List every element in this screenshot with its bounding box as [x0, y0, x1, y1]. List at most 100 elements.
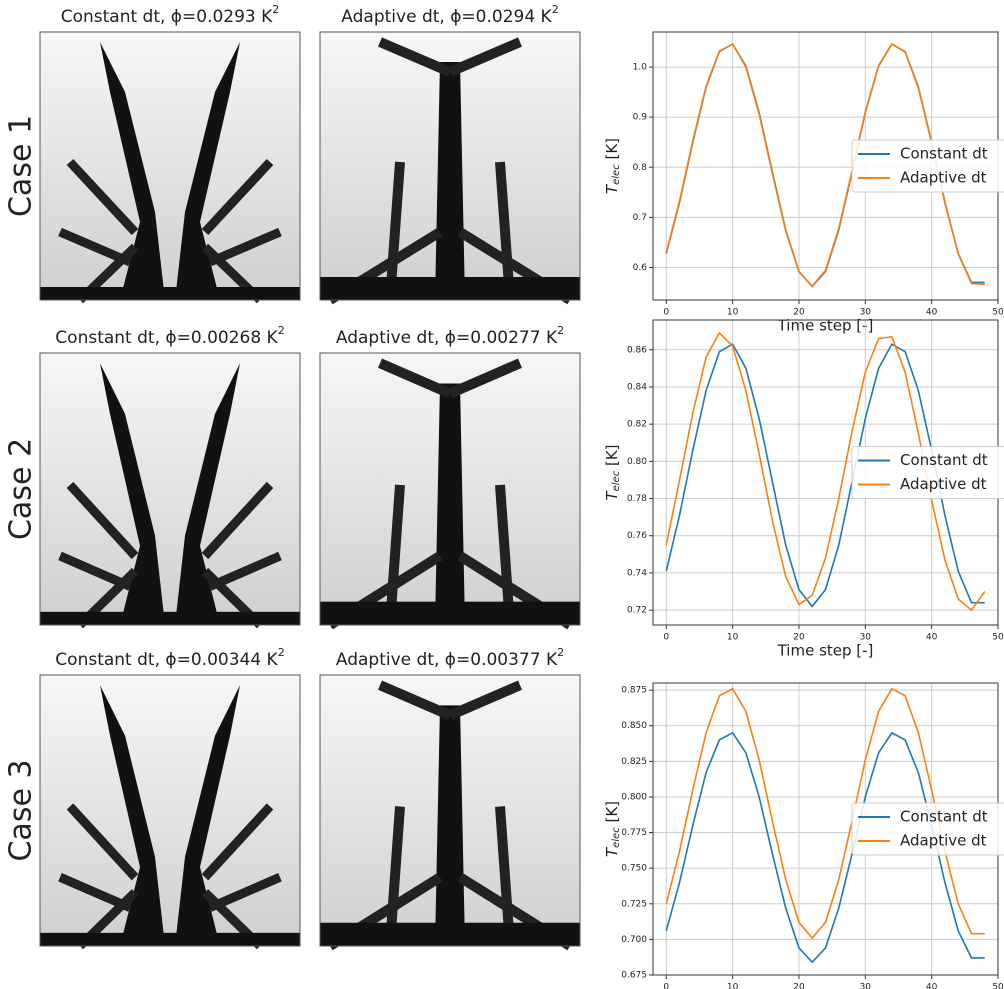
y-tick-label: 0.7 — [633, 213, 647, 223]
y-tick-label: 0.76 — [627, 531, 647, 541]
series-line — [665, 331, 986, 612]
y-tick-label: 0.6 — [633, 263, 648, 273]
x-tick-label: 30 — [860, 983, 872, 989]
y-tick-label: 0.825 — [621, 757, 647, 767]
panel-title-sup: 2 — [552, 3, 559, 16]
y-label-sub: elec — [611, 470, 622, 491]
image-frame — [319, 674, 581, 947]
legend-label: Adaptive dt — [900, 475, 987, 493]
x-tick-label: 10 — [727, 633, 739, 643]
y-label-unit: [K] — [603, 801, 621, 827]
image-frame — [39, 352, 301, 626]
x-tick-label: 50 — [992, 633, 1004, 643]
y-tick-label: 0.80 — [627, 457, 647, 467]
panel-title-text: Adaptive dt, ϕ=0.0294 K — [341, 7, 552, 27]
legend-label: Constant dt — [900, 145, 988, 163]
y-label-sub: elec — [611, 164, 622, 185]
panel-title-sup: 2 — [278, 646, 285, 659]
y-tick-label: 0.750 — [621, 864, 647, 874]
y-label-symbol: T — [603, 490, 621, 501]
panel-title-sup: 2 — [557, 646, 564, 659]
panel-title-text: Adaptive dt, ϕ=0.00377 K — [336, 650, 558, 670]
y-tick-label: 0.72 — [627, 606, 647, 616]
x-tick-label: 30 — [860, 633, 872, 643]
legend-label: Constant dt — [900, 451, 988, 469]
y-label-unit: [K] — [603, 138, 621, 164]
panel-title-sup: 2 — [278, 324, 285, 337]
panel-title-sup: 2 — [272, 3, 279, 16]
y-tick-label: 0.86 — [627, 345, 647, 355]
panel-title-text: Constant dt, ϕ=0.00268 K — [55, 328, 278, 348]
y-tick-label: 0.775 — [621, 828, 647, 838]
x-tick-label: 20 — [793, 308, 805, 318]
x-tick-label: 10 — [727, 308, 739, 318]
y-tick-label: 1.0 — [633, 63, 648, 73]
legend-box — [851, 139, 1004, 193]
x-tick-label: 50 — [992, 308, 1004, 318]
y-axis-label: Telec [K] — [603, 444, 623, 500]
panel-title-sup: 2 — [557, 324, 564, 337]
legend-label: Adaptive dt — [900, 832, 987, 850]
image-frame — [39, 31, 301, 301]
y-tick-label: 0.725 — [621, 899, 647, 909]
y-tick-label: 0.82 — [627, 420, 647, 430]
series-line — [665, 687, 985, 940]
legend-label: Adaptive dt — [900, 169, 987, 187]
y-tick-label: 0.850 — [621, 721, 647, 731]
topology-image — [40, 32, 300, 300]
y-tick-label: 0.9 — [633, 113, 648, 123]
y-label-symbol: T — [603, 846, 621, 857]
y-tick-label: 0.78 — [627, 494, 647, 504]
y-tick-label: 0.700 — [621, 935, 647, 945]
legend-label: Constant dt — [900, 808, 988, 826]
y-tick-label: 0.875 — [621, 686, 647, 696]
image-frame — [319, 352, 581, 626]
y-tick-label: 0.74 — [627, 568, 647, 578]
x-tick-label: 50 — [992, 983, 1004, 989]
y-axis-label: Telec [K] — [603, 801, 623, 857]
x-tick-label: 20 — [793, 983, 805, 989]
x-tick-label: 0 — [663, 308, 669, 318]
topology-image — [320, 32, 580, 300]
legend-box — [851, 802, 1004, 856]
x-tick-label: 40 — [926, 308, 938, 318]
x-axis-label: Time step [-] — [777, 642, 874, 660]
x-tick-label: 10 — [727, 983, 739, 989]
panel-title: Constant dt, ϕ=0.00268 K2 — [55, 324, 284, 348]
y-label-symbol: T — [603, 183, 621, 194]
y-tick-label: 0.84 — [627, 382, 647, 392]
x-axis-label: Time step [-] — [777, 317, 874, 335]
topology-image — [320, 675, 580, 946]
legend-box — [851, 446, 1004, 499]
x-tick-label: 0 — [663, 983, 669, 989]
panel-title: Adaptive dt, ϕ=0.0294 K2 — [341, 3, 558, 27]
x-tick-label: 40 — [926, 983, 938, 989]
y-label-unit: [K] — [603, 444, 621, 470]
x-tick-label: 30 — [860, 308, 872, 318]
panel-title-text: Adaptive dt, ϕ=0.00277 K — [336, 328, 558, 348]
panel-title: Adaptive dt, ϕ=0.00277 K2 — [336, 324, 564, 348]
panel-title: Constant dt, ϕ=0.0293 K2 — [61, 3, 280, 27]
panel-title-text: Constant dt, ϕ=0.00344 K — [55, 650, 278, 670]
x-tick-label: 0 — [663, 633, 669, 643]
y-tick-label: 0.8 — [633, 163, 648, 173]
x-tick-label: 40 — [926, 633, 938, 643]
y-tick-label: 0.675 — [621, 971, 647, 981]
image-frame — [319, 31, 581, 301]
y-label-sub: elec — [611, 827, 622, 848]
panel-title-text: Constant dt, ϕ=0.0293 K — [61, 7, 273, 27]
panel-title: Adaptive dt, ϕ=0.00377 K2 — [336, 646, 564, 670]
x-tick-label: 20 — [793, 633, 805, 643]
y-tick-label: 0.800 — [621, 792, 647, 802]
topology-image — [40, 353, 300, 625]
row-label: Case 1 — [4, 115, 39, 217]
image-frame — [39, 674, 301, 947]
topology-image — [40, 675, 300, 946]
panel-title: Constant dt, ϕ=0.00344 K2 — [55, 646, 284, 670]
row-label: Case 3 — [4, 759, 39, 861]
topology-image — [320, 353, 580, 625]
y-axis-label: Telec [K] — [603, 138, 623, 194]
row-label: Case 2 — [4, 438, 39, 540]
